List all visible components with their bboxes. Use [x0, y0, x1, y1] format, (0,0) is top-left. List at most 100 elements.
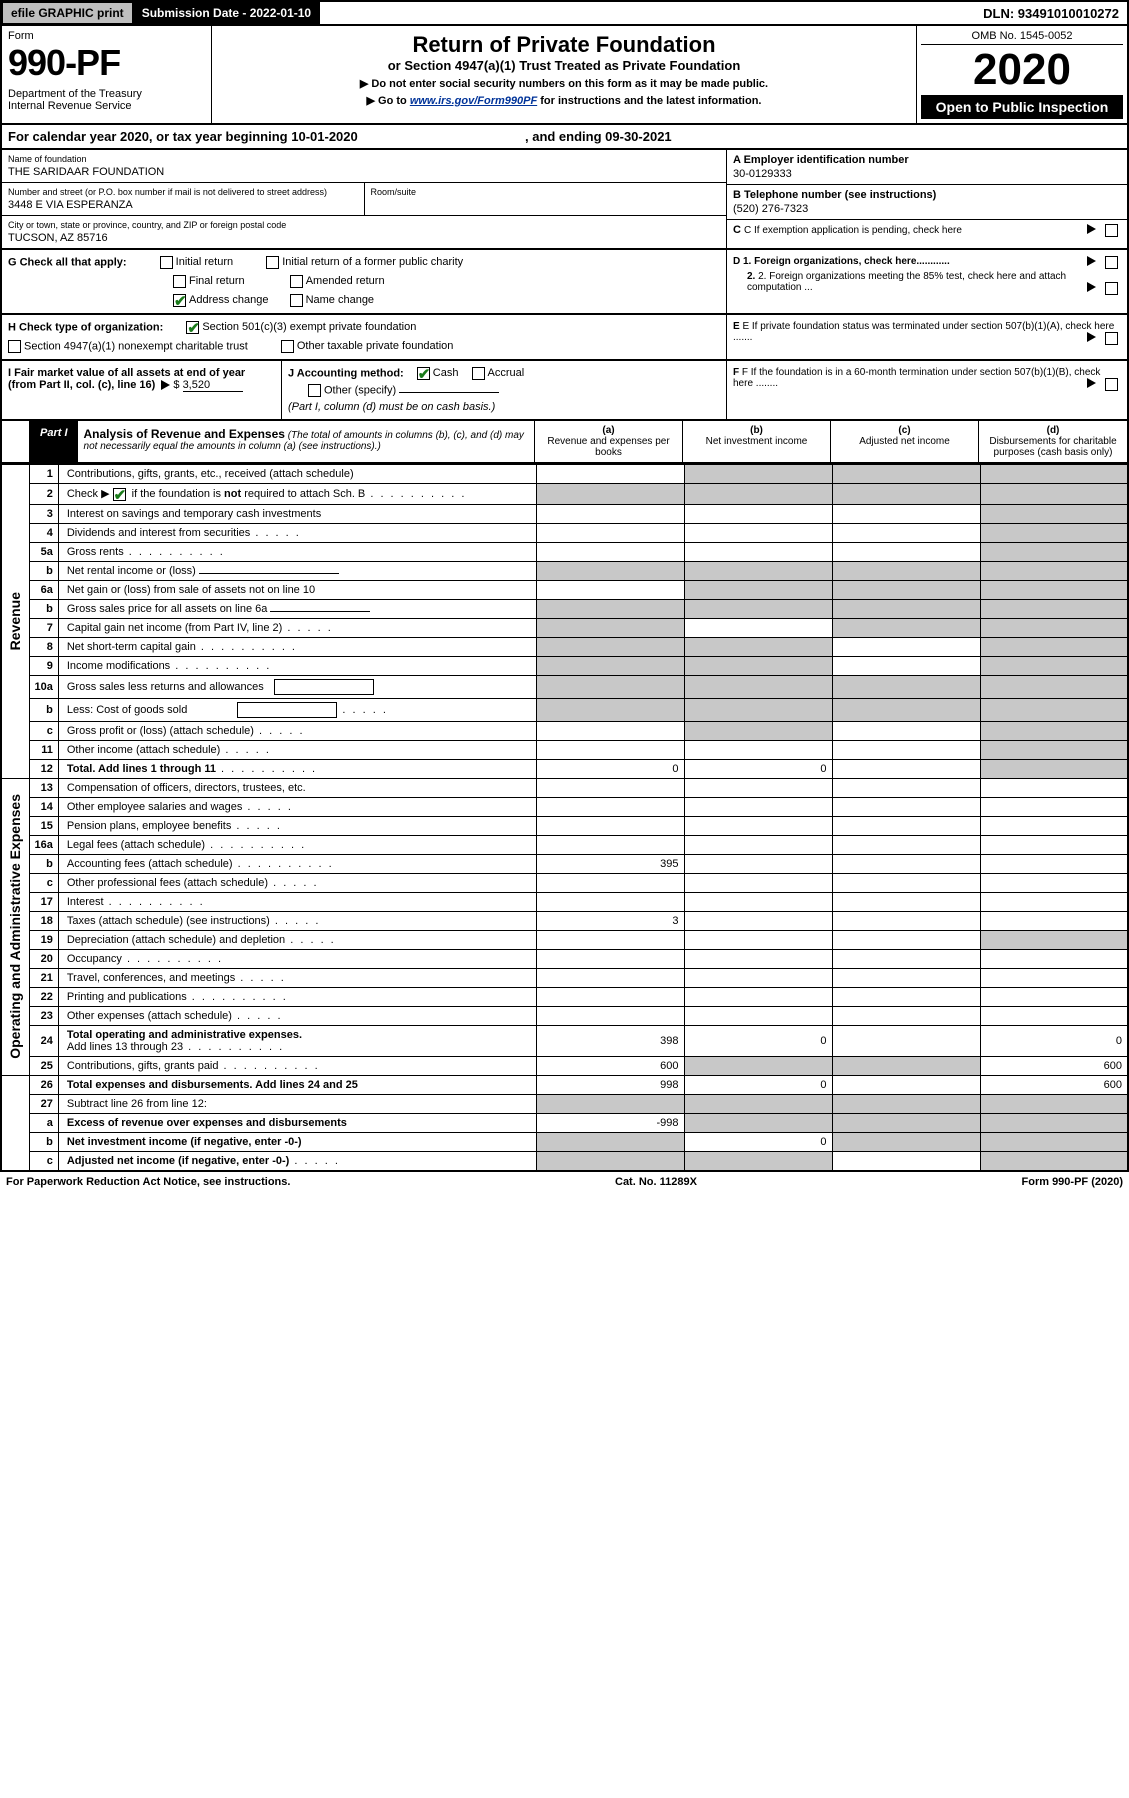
g-row: G Check all that apply: Initial return I…: [0, 250, 1129, 315]
row-6a: Net gain or (loss) from sale of assets n…: [58, 580, 536, 599]
note-2: ▶ Go to www.irs.gov/Form990PF for instru…: [218, 94, 910, 107]
amended-return-checkbox[interactable]: [290, 275, 303, 288]
v25a: 600: [536, 1056, 684, 1075]
ein-value: 30-0129333: [733, 168, 1121, 180]
dln-label: DLN: 93491010010272: [975, 3, 1127, 24]
other-method-checkbox[interactable]: [308, 384, 321, 397]
row-1: Contributions, gifts, grants, etc., rece…: [58, 465, 536, 484]
opex-side-label: Operating and Administrative Expenses: [7, 794, 23, 1059]
row-10c: Gross profit or (loss) (attach schedule): [58, 721, 536, 740]
info-block: Name of foundation THE SARIDAAR FOUNDATI…: [0, 150, 1129, 250]
department-label: Department of the Treasury Internal Reve…: [8, 88, 205, 112]
v18a: 3: [536, 911, 684, 930]
j-label: J Accounting method:: [288, 367, 404, 379]
name-label: Name of foundation: [8, 154, 720, 164]
efile-button[interactable]: efile GRAPHIC print: [2, 2, 133, 24]
row-5b: Net rental income or (loss): [58, 561, 536, 580]
v26b: 0: [684, 1075, 832, 1094]
row-23: Other expenses (attach schedule): [58, 1006, 536, 1025]
page-footer: For Paperwork Reduction Act Notice, see …: [0, 1172, 1129, 1192]
h-row: H Check type of organization: Section 50…: [0, 315, 1129, 361]
row-11: Other income (attach schedule): [58, 740, 536, 759]
row-27b: Net investment income (if negative, ente…: [58, 1132, 536, 1151]
v12a: 0: [536, 759, 684, 778]
j-note: (Part I, column (d) must be on cash basi…: [288, 401, 720, 413]
accrual-checkbox[interactable]: [472, 367, 485, 380]
open-public: Open to Public Inspection: [921, 95, 1123, 119]
city-label: City or town, state or province, country…: [8, 220, 720, 230]
c-checkbox[interactable]: [1105, 224, 1118, 237]
row-8: Net short-term capital gain: [58, 637, 536, 656]
tel-label: B Telephone number (see instructions): [733, 189, 1121, 201]
form-header: Form 990-PF Department of the Treasury I…: [0, 26, 1129, 125]
part1-title: Analysis of Revenue and Expenses: [84, 427, 285, 441]
c-label: C C If exemption application is pending,…: [733, 224, 1121, 236]
calendar-year-line: For calendar year 2020, or tax year begi…: [0, 125, 1129, 150]
row-20: Occupancy: [58, 949, 536, 968]
row-17: Interest: [58, 892, 536, 911]
d1-checkbox[interactable]: [1105, 256, 1118, 269]
row-12: Total. Add lines 1 through 11: [58, 759, 536, 778]
initial-public-checkbox[interactable]: [266, 256, 279, 269]
row-22: Printing and publications: [58, 987, 536, 1006]
foundation-name: THE SARIDAAR FOUNDATION: [8, 166, 720, 178]
h-label: H Check type of organization:: [8, 321, 163, 333]
v12b: 0: [684, 759, 832, 778]
row-27c: Adjusted net income (if negative, enter …: [58, 1151, 536, 1171]
form-label: Form: [8, 30, 205, 42]
f-line: F F If the foundation is in a 60-month t…: [733, 367, 1121, 389]
501c3-checkbox[interactable]: [186, 321, 199, 334]
room-label: Room/suite: [371, 187, 721, 197]
v27b-b: 0: [684, 1132, 832, 1151]
tel-value: (520) 276-7323: [733, 203, 1121, 215]
row-19: Depreciation (attach schedule) and deple…: [58, 930, 536, 949]
revenue-expense-table: Revenue 1Contributions, gifts, grants, e…: [0, 464, 1129, 1172]
v16b-a: 395: [536, 854, 684, 873]
cash-checkbox[interactable]: [417, 367, 430, 380]
footer-right: Form 990-PF (2020): [1022, 1176, 1124, 1188]
initial-return-checkbox[interactable]: [160, 256, 173, 269]
row-27: Subtract line 26 from line 12:: [58, 1094, 536, 1113]
row-6b: Gross sales price for all assets on line…: [58, 599, 536, 618]
row-10b: Less: Cost of goods sold: [58, 698, 536, 721]
d2-checkbox[interactable]: [1105, 282, 1118, 295]
part1-tag: Part I: [30, 421, 78, 462]
form-subtitle: or Section 4947(a)(1) Trust Treated as P…: [218, 58, 910, 73]
footer-left: For Paperwork Reduction Act Notice, see …: [6, 1176, 290, 1188]
d1-line: D 1. Foreign organizations, check here..…: [733, 256, 1121, 267]
col-c-header: (c) Adjusted net income: [831, 421, 979, 462]
v25d: 600: [980, 1056, 1128, 1075]
row-16c: Other professional fees (attach schedule…: [58, 873, 536, 892]
row-16b: Accounting fees (attach schedule): [58, 854, 536, 873]
row-10a: Gross sales less returns and allowances: [58, 675, 536, 698]
row-9: Income modifications: [58, 656, 536, 675]
col-a-header: (a) Revenue and expenses per books: [535, 421, 683, 462]
col-b-header: (b) Net investment income: [683, 421, 831, 462]
row-21: Travel, conferences, and meetings: [58, 968, 536, 987]
row-24: Total operating and administrative expen…: [58, 1025, 536, 1056]
form-number: 990-PF: [8, 42, 205, 84]
sch-b-checkbox[interactable]: [113, 488, 126, 501]
irs-link[interactable]: www.irs.gov/Form990PF: [410, 95, 537, 107]
f-checkbox[interactable]: [1105, 378, 1118, 391]
d2-line: 2. 2. Foreign organizations meeting the …: [733, 271, 1121, 293]
row-25: Contributions, gifts, grants paid: [58, 1056, 536, 1075]
ein-label: A Employer identification number: [733, 154, 1121, 166]
row-14: Other employee salaries and wages: [58, 797, 536, 816]
other-taxable-checkbox[interactable]: [281, 340, 294, 353]
4947-checkbox[interactable]: [8, 340, 21, 353]
name-change-checkbox[interactable]: [290, 294, 303, 307]
e-checkbox[interactable]: [1105, 332, 1118, 345]
revenue-side-label: Revenue: [7, 592, 23, 650]
address: 3448 E VIA ESPERANZA: [8, 199, 358, 211]
address-change-checkbox[interactable]: [173, 294, 186, 307]
v26a: 998: [536, 1075, 684, 1094]
row-15: Pension plans, employee benefits: [58, 816, 536, 835]
footer-mid: Cat. No. 11289X: [615, 1176, 697, 1188]
omb-number: OMB No. 1545-0052: [921, 30, 1123, 45]
row-3: Interest on savings and temporary cash i…: [58, 504, 536, 523]
row-7: Capital gain net income (from Part IV, l…: [58, 618, 536, 637]
g-label: G Check all that apply:: [8, 256, 127, 268]
i-value: 3,520: [183, 379, 243, 392]
final-return-checkbox[interactable]: [173, 275, 186, 288]
